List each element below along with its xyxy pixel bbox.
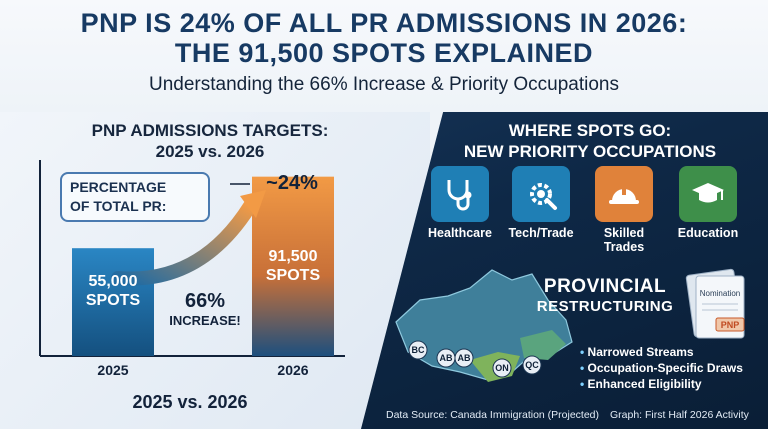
occupations-heading: WHERE SPOTS GO: NEW PRIORITY OCCUPATIONS (440, 120, 740, 162)
increase-arrow (111, 199, 257, 286)
bar-value-2025: 55,000 (88, 273, 138, 291)
province-marker-qc (522, 355, 542, 375)
provincial-restructuring-title: PROVINCIAL RESTRUCTURING (520, 276, 690, 315)
bar-value-2026: 91,500 (268, 247, 318, 265)
occupations-heading-line1: WHERE SPOTS GO: (508, 121, 672, 140)
occupation-label-tech-trade: Tech/Trade (508, 226, 574, 240)
bullet-item: Enhanced Eligibility (580, 376, 743, 392)
increase-text: INCREASE! (169, 313, 241, 328)
occupation-tech-trade: Tech/Trade (497, 166, 585, 240)
occupation-label-healthcare: Healthcare (428, 226, 492, 240)
graduation-cap-icon (679, 166, 737, 222)
chart-heading-line1: PNP ADMISSIONS TARGETS: (91, 121, 329, 140)
occupation-label-skilled: Skilled (603, 226, 645, 240)
province-markers: BC AB AB ON QC (408, 340, 542, 378)
document-title: Nomination (700, 289, 740, 298)
province-marker-ab2 (454, 348, 474, 368)
bullet-item: Narrowed Streams (580, 344, 743, 360)
bar-data-label-2025: 55,000 SPOTS (72, 272, 154, 310)
chart-footer: 2025 vs. 2026 (132, 392, 248, 412)
provincial-title-line2: RESTRUCTURING (536, 298, 674, 315)
increase-callout: 66% INCREASE! (160, 290, 250, 328)
chart-heading: PNP ADMISSIONS TARGETS: 2025 vs. 2026 (40, 120, 380, 162)
occupation-skilled-trades: Skilled Trades (580, 166, 668, 254)
percentage-box: PERCENTAGE OF TOTAL PR: (60, 172, 210, 222)
province-label-on: ON (495, 363, 509, 373)
province-label-ab1: AB (440, 353, 453, 363)
gear-wrench-icon (512, 166, 570, 222)
bar-data-label-2026: 91,500 SPOTS (252, 247, 334, 285)
hard-hat-icon (595, 166, 653, 222)
bar-2025 (72, 248, 154, 356)
bar-2026 (252, 176, 334, 356)
province-marker-on (492, 358, 512, 378)
bar-unit-2026: SPOTS (265, 266, 321, 284)
percentage-box-line2: OF TOTAL PR: (70, 198, 167, 214)
data-source: Data Source: Canada Immigration (Project… (386, 409, 600, 421)
x-tick-2025: 2025 (97, 362, 129, 378)
restructuring-bullets: Narrowed Streams Occupation-Specific Dra… (580, 344, 743, 392)
increase-percentage: 66% (184, 290, 226, 312)
header-background (0, 0, 768, 112)
province-marker-bc (408, 340, 428, 360)
province-label-ab2: AB (458, 353, 471, 363)
province-label-bc: BC (412, 345, 425, 355)
occupation-education: Education (664, 166, 752, 240)
occupation-label-skilled-trades: Skilled Trades (580, 226, 668, 254)
percentage-box-line1: PERCENTAGE (70, 179, 167, 195)
page-title-line2: THE 91,500 SPOTS EXPLAINED (174, 38, 594, 68)
increase-arrow-head (240, 190, 266, 218)
occupation-healthcare: Healthcare (416, 166, 504, 240)
percentage-value: ~24% (266, 172, 318, 194)
stethoscope-icon (431, 166, 489, 222)
page-subtitle: Understanding the 66% Increase & Priorit… (149, 74, 619, 95)
chart-heading-line2: 2025 vs. 2026 (155, 142, 265, 161)
occupations-heading-line2: NEW PRIORITY OCCUPATIONS (463, 142, 717, 161)
province-label-qc: QC (525, 360, 539, 370)
occupation-label-trades: Trades (603, 240, 645, 254)
bullet-item: Occupation-Specific Draws (580, 360, 743, 376)
document-stamp: PNP (721, 320, 740, 330)
bar-unit-2025: SPOTS (85, 292, 141, 310)
graph-note: Graph: First Half 2026 Activity (610, 409, 749, 421)
x-tick-2026: 2026 (277, 362, 309, 378)
page-title-line1: PNP IS 24% OF ALL PR ADMISSIONS IN 2026: (80, 8, 688, 38)
occupation-label-education: Education (677, 226, 739, 240)
nomination-document-icon: Nomination PNP (685, 268, 745, 339)
quebec-region (520, 330, 566, 360)
provincial-title-line1: PROVINCIAL (543, 276, 667, 297)
